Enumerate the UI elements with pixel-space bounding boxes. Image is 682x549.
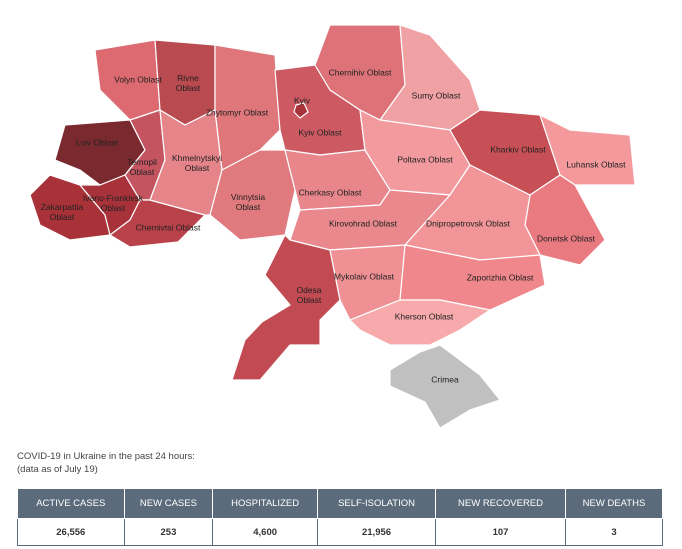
map: Volyn Oblast Rivne Oblast Lviv Oblast Zak… (29, 24, 636, 429)
region-label: Zhytomyr Oblast (206, 107, 269, 117)
region-label: Zakarpattia Oblast (41, 202, 84, 222)
header-cell: NEW DEATHS (565, 488, 663, 519)
header-cell: ACTIVE CASES (17, 488, 125, 519)
data-cell: 3 (565, 518, 663, 546)
region-label: Khmelnytskyi Oblast (172, 153, 222, 173)
data-cell: 26,556 (17, 518, 125, 546)
header-cell: HOSPITALIZED (212, 488, 318, 519)
region-label: Luhansk Oblast (566, 159, 626, 169)
region-label: Lviv Oblast (76, 137, 119, 147)
region-label: Cherkasy Oblast (299, 187, 362, 197)
region-label: Kharkiv Oblast (490, 144, 546, 154)
data-row: 26,556 253 4,600 21,956 107 3 (17, 518, 663, 546)
header-cell: NEW CASES (123, 488, 214, 519)
region-label: Ivano-Frankivsk Oblast (83, 193, 144, 213)
region-label: Mykolaiv Oblast (334, 271, 395, 281)
caption-line: (data as of July 19) (17, 464, 98, 475)
region[interactable] (389, 344, 501, 429)
region-label: Kyiv (294, 95, 311, 105)
region-label: Poltava Oblast (397, 154, 453, 164)
stats-table: ACTIVE CASES NEW CASES HOSPITALIZED SELF… (17, 488, 663, 546)
header-row: ACTIVE CASES NEW CASES HOSPITALIZED SELF… (17, 488, 663, 519)
region[interactable] (209, 149, 296, 241)
region-label: Crimea (431, 374, 459, 384)
caption: COVID-19 in Ukraine in the past 24 hours… (17, 450, 195, 476)
region-label: Ternopil Oblast (127, 157, 157, 177)
region-label: Zaporizhia Oblast (467, 272, 534, 282)
header-cell: SELF-ISOLATION (316, 488, 437, 519)
region-label: Volyn Oblast (114, 74, 162, 84)
region-label: Dnipropetrovsk Oblast (426, 218, 511, 228)
data-cell: 107 (435, 518, 566, 546)
region-label: Chernivtsi Oblast (136, 222, 201, 232)
region-label: Kyiv Oblast (299, 127, 343, 137)
region[interactable] (349, 299, 491, 346)
data-cell: 253 (123, 518, 214, 546)
region-label: Rivne Oblast (176, 73, 201, 93)
region-label: Odesa Oblast (296, 285, 321, 305)
region-label: Kirovohrad Oblast (329, 218, 398, 228)
caption-line: COVID-19 in Ukraine in the past 24 hours… (17, 451, 195, 462)
data-cell: 21,956 (316, 518, 437, 546)
region-label: Donetsk Oblast (537, 233, 596, 243)
region-label: Kherson Oblast (395, 311, 454, 321)
region[interactable] (293, 102, 309, 119)
region-label: Vinnytsia Oblast (231, 192, 266, 212)
region-label: Chernihiv Oblast (329, 67, 392, 77)
region-label: Sumy Oblast (412, 90, 461, 100)
region[interactable] (231, 234, 341, 381)
header-cell: NEW RECOVERED (435, 488, 566, 519)
data-cell: 4,600 (212, 518, 318, 546)
